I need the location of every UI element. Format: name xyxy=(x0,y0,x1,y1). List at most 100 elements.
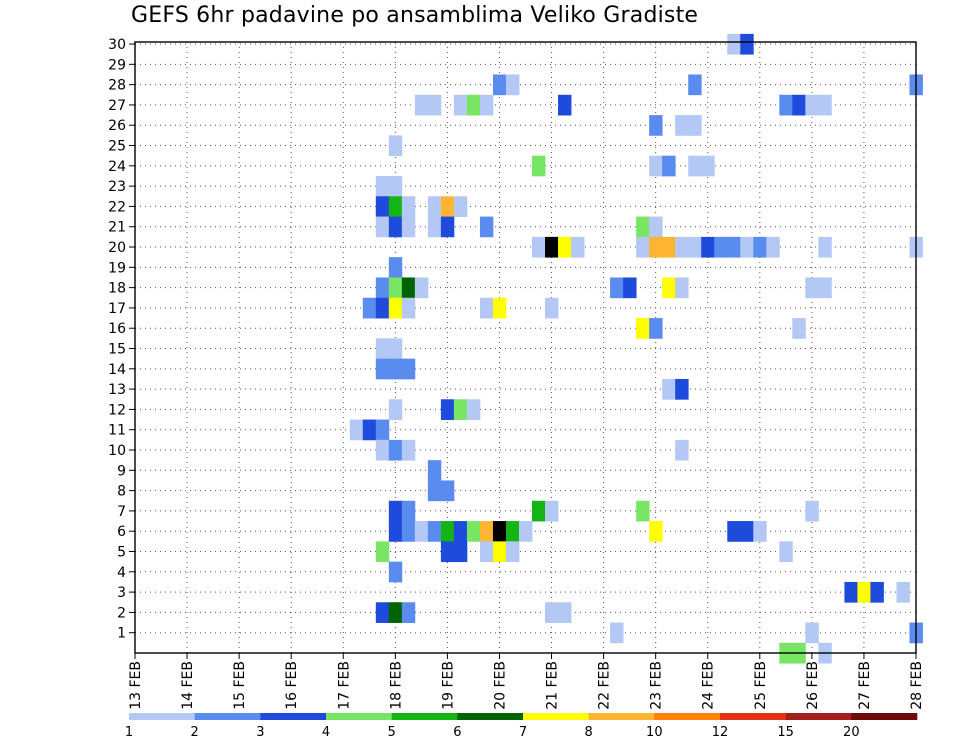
precip-cell xyxy=(427,196,442,217)
y-tick-label: 12 xyxy=(108,402,126,418)
precip-cell xyxy=(792,318,806,339)
x-tick-label: 26 FEB xyxy=(805,661,821,710)
precip-cell xyxy=(440,399,455,420)
precip-cell xyxy=(388,500,403,522)
precip-cell xyxy=(401,196,416,217)
precip-cell xyxy=(649,115,663,136)
precip-cell xyxy=(349,419,364,441)
precip-cell xyxy=(532,236,546,258)
precip-cell xyxy=(636,500,650,522)
precip-cell xyxy=(766,236,780,258)
precip-cell xyxy=(545,500,559,522)
y-tick-label: 24 xyxy=(108,159,126,175)
precip-cell xyxy=(701,155,715,177)
legend-swatch xyxy=(260,713,327,720)
y-tick-label: 20 xyxy=(108,240,126,256)
legend-label: 12 xyxy=(712,725,729,740)
precip-cell xyxy=(727,521,741,542)
precip-cell xyxy=(649,236,663,258)
y-tick-label: 26 xyxy=(108,118,126,134)
precip-cell xyxy=(388,135,403,157)
y-tick-label: 27 xyxy=(108,98,126,114)
legend-swatch xyxy=(851,713,918,720)
precip-cell xyxy=(701,236,715,258)
legend-swatch xyxy=(194,713,261,720)
precip-cell xyxy=(818,94,832,116)
precip-cell xyxy=(675,378,689,400)
precip-cell xyxy=(401,602,416,623)
precip-cell xyxy=(779,94,793,116)
axes-layer: 1234567891011121314151617181920212223242… xyxy=(108,37,925,710)
precip-cell xyxy=(727,236,741,258)
precip-cell xyxy=(518,521,533,542)
precip-cell xyxy=(427,460,442,481)
legend-swatch xyxy=(457,713,524,720)
precip-cell xyxy=(479,216,494,238)
precip-cell xyxy=(649,521,663,542)
precip-cell xyxy=(375,216,390,238)
precip-cell xyxy=(688,155,702,177)
precip-cell xyxy=(688,74,702,96)
precip-cell xyxy=(675,115,689,136)
precip-cell xyxy=(375,419,390,441)
precip-cell xyxy=(453,399,468,420)
grid-layer xyxy=(135,42,916,653)
precip-cell xyxy=(362,297,377,319)
x-tick-label: 17 FEB xyxy=(336,661,352,710)
precip-cell xyxy=(857,581,871,603)
precip-cell xyxy=(805,500,819,522)
y-tick-label: 30 xyxy=(108,37,126,53)
precip-cell xyxy=(401,521,416,542)
y-tick-label: 6 xyxy=(117,524,126,540)
precip-cell xyxy=(375,196,390,217)
precip-cell xyxy=(492,521,507,542)
precip-cell xyxy=(662,155,676,177)
legend-label: 3 xyxy=(256,725,264,740)
precip-cell xyxy=(532,500,546,522)
y-tick-label: 9 xyxy=(117,463,126,479)
precip-cell xyxy=(388,521,403,542)
y-tick-label: 21 xyxy=(108,220,126,236)
precip-cell xyxy=(623,277,637,299)
legend-label: 7 xyxy=(519,725,527,740)
y-tick-label: 2 xyxy=(117,605,126,621)
x-tick-label: 13 FEB xyxy=(128,661,144,710)
precip-cell xyxy=(401,216,416,238)
x-tick-label: 23 FEB xyxy=(649,661,665,710)
precip-cell xyxy=(479,297,494,319)
legend-label: 1 xyxy=(125,725,133,740)
y-tick-label: 23 xyxy=(108,179,126,195)
legend-swatch xyxy=(391,713,458,720)
precip-cell xyxy=(688,115,702,136)
precip-cell xyxy=(492,297,507,319)
precip-cell xyxy=(427,94,442,116)
precip-cell xyxy=(466,94,481,116)
precip-cell xyxy=(636,318,650,339)
precip-cell xyxy=(610,277,624,299)
precip-cell xyxy=(453,94,468,116)
precip-cell xyxy=(388,175,403,197)
precip-cell xyxy=(401,500,416,522)
x-tick-label: 19 FEB xyxy=(440,661,456,710)
y-tick-label: 28 xyxy=(108,78,126,94)
x-tick-label: 25 FEB xyxy=(753,661,769,710)
legend-label: 6 xyxy=(453,725,461,740)
y-tick-label: 18 xyxy=(108,281,126,297)
precip-cell xyxy=(662,378,676,400)
x-tick-label: 20 FEB xyxy=(492,661,508,710)
precip-cell xyxy=(440,541,455,563)
x-tick-label: 15 FEB xyxy=(232,661,248,710)
y-tick-label: 4 xyxy=(117,565,126,581)
precip-cell xyxy=(675,236,689,258)
precip-cell xyxy=(388,338,403,360)
precip-cell xyxy=(440,216,455,238)
y-tick-label: 14 xyxy=(108,362,126,378)
y-tick-label: 19 xyxy=(108,260,126,276)
precip-cell xyxy=(388,399,403,420)
y-tick-label: 8 xyxy=(117,484,126,500)
legend-swatch xyxy=(654,713,721,720)
precip-cell xyxy=(479,94,494,116)
precip-cell xyxy=(440,521,455,542)
precip-cell xyxy=(375,358,390,380)
legend-label: 4 xyxy=(322,725,330,740)
